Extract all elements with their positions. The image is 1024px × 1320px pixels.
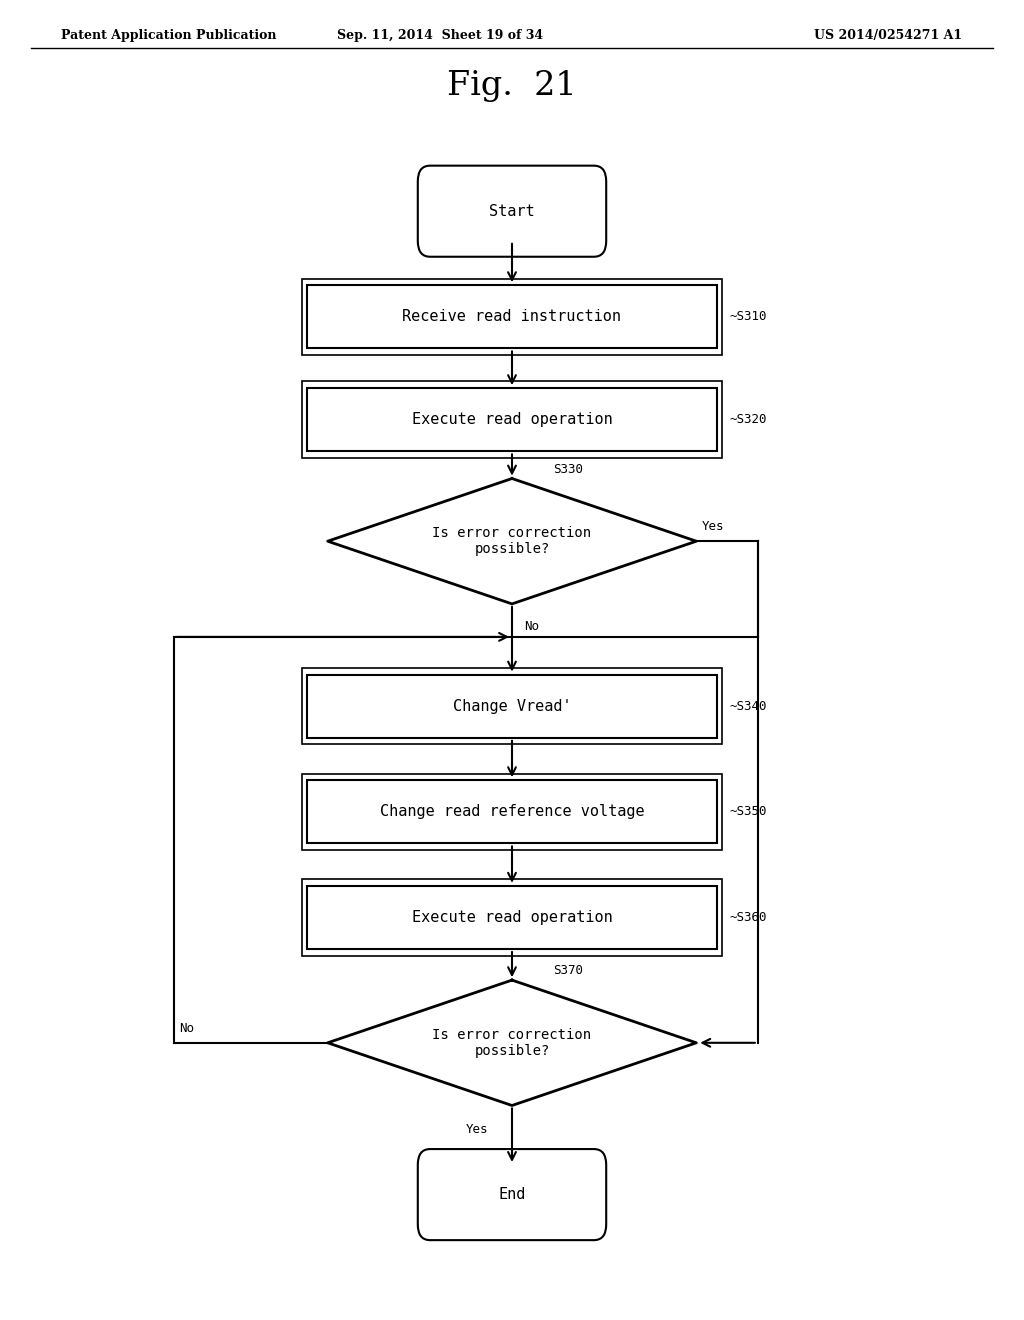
Text: Yes: Yes <box>701 520 724 533</box>
Text: Start: Start <box>489 203 535 219</box>
Text: ~S360: ~S360 <box>729 911 767 924</box>
Text: Execute read operation: Execute read operation <box>412 412 612 428</box>
Bar <box>302 879 722 956</box>
Text: Change read reference voltage: Change read reference voltage <box>380 804 644 820</box>
Text: ~S310: ~S310 <box>729 310 767 323</box>
Text: US 2014/0254271 A1: US 2014/0254271 A1 <box>814 29 963 42</box>
Text: Yes: Yes <box>466 1122 488 1135</box>
Text: Execute read operation: Execute read operation <box>412 909 612 925</box>
FancyBboxPatch shape <box>418 1148 606 1241</box>
Text: Is error correction
possible?: Is error correction possible? <box>432 1028 592 1057</box>
FancyBboxPatch shape <box>418 165 606 256</box>
Bar <box>307 388 717 451</box>
Bar <box>302 279 722 355</box>
Bar <box>302 381 722 458</box>
Bar <box>307 780 717 843</box>
Text: S330: S330 <box>553 463 583 477</box>
Text: ~S340: ~S340 <box>729 700 767 713</box>
Text: Fig.  21: Fig. 21 <box>447 70 577 102</box>
Text: No: No <box>524 620 540 632</box>
Text: No: No <box>179 1022 195 1035</box>
Bar <box>302 774 722 850</box>
Text: Is error correction
possible?: Is error correction possible? <box>432 527 592 556</box>
Text: Change Vread': Change Vread' <box>453 698 571 714</box>
Text: ~S350: ~S350 <box>729 805 767 818</box>
Text: Receive read instruction: Receive read instruction <box>402 309 622 325</box>
Bar <box>307 675 717 738</box>
Text: Sep. 11, 2014  Sheet 19 of 34: Sep. 11, 2014 Sheet 19 of 34 <box>337 29 544 42</box>
Text: ~S320: ~S320 <box>729 413 767 426</box>
Bar <box>302 668 722 744</box>
Bar <box>307 886 717 949</box>
Text: Patent Application Publication: Patent Application Publication <box>61 29 276 42</box>
Text: End: End <box>499 1187 525 1203</box>
Text: S370: S370 <box>553 965 583 977</box>
Bar <box>307 285 717 348</box>
